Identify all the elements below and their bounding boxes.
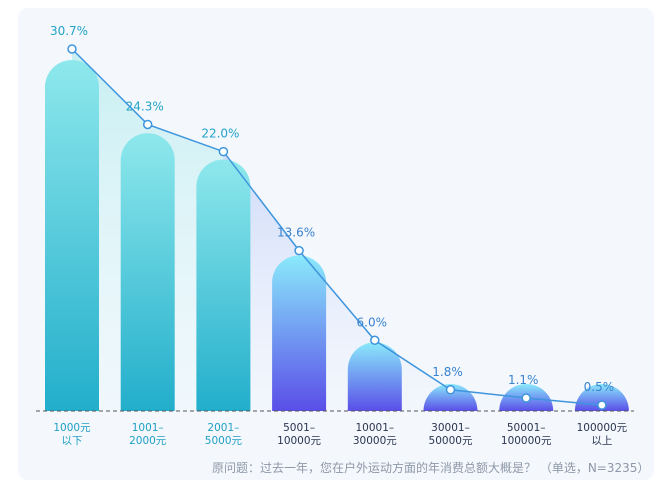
line-point xyxy=(370,335,380,346)
bar xyxy=(120,133,175,411)
value-label: 6.0% xyxy=(357,315,388,329)
value-label: 24.3% xyxy=(126,99,164,113)
category-label: 10001– 30000元 xyxy=(353,422,397,447)
line-point xyxy=(445,385,456,395)
category-label: 100000元以上 xyxy=(577,422,628,447)
bar xyxy=(272,255,327,411)
value-label: 1.1% xyxy=(508,373,539,387)
value-label: 22.0% xyxy=(201,127,239,141)
line-point xyxy=(521,393,531,403)
category-label: 30001– 50000元 xyxy=(429,422,473,447)
category-label: 1001– 2000元 xyxy=(129,422,167,447)
category-label: 5001– 10000元 xyxy=(277,422,321,447)
line-point xyxy=(294,245,304,256)
category-label: 50001– 100000元 xyxy=(501,422,552,447)
line-point xyxy=(597,400,607,410)
value-label: 13.6% xyxy=(277,226,315,240)
trend-line xyxy=(71,48,602,406)
category-label: 2001– 5000元 xyxy=(205,422,243,447)
category-label: 1000元以下 xyxy=(53,422,91,447)
value-label: 0.5% xyxy=(584,380,615,394)
bar xyxy=(196,159,251,411)
question-footnote: 原问题：过去一年，您在户外运动方面的年消费总额大概是？ （单选，N=3235） xyxy=(212,461,650,475)
value-label: 30.7% xyxy=(50,24,88,38)
line-point xyxy=(218,146,229,157)
line-point xyxy=(142,119,153,130)
value-label: 1.8% xyxy=(432,365,463,379)
bar xyxy=(347,342,402,411)
bar xyxy=(45,60,99,411)
line-point xyxy=(67,44,77,54)
